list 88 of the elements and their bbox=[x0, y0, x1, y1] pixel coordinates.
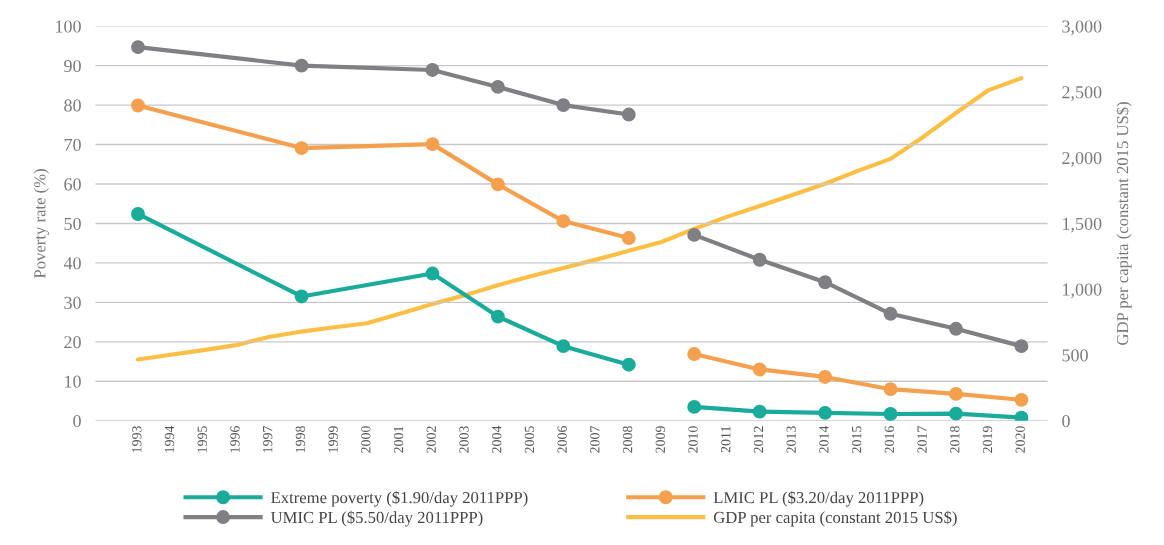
point bbox=[425, 63, 440, 77]
x-tick-label: 2019 bbox=[982, 426, 993, 453]
point bbox=[752, 362, 767, 377]
point bbox=[425, 137, 440, 152]
y-tick-label: 20 bbox=[64, 336, 81, 349]
x-tick-label: 2002 bbox=[426, 426, 436, 453]
x-tick-label: 1996 bbox=[230, 426, 240, 453]
y2-tick-label: 1,500 bbox=[1063, 217, 1102, 233]
x-tick-label: 2006 bbox=[557, 426, 567, 453]
x-tick-label: 1995 bbox=[197, 426, 207, 453]
point bbox=[294, 141, 309, 156]
x-tick-label: 2020 bbox=[1015, 426, 1025, 453]
x-tick-label: 2001 bbox=[393, 426, 404, 453]
x-tick-label: 2003 bbox=[459, 426, 469, 453]
x-tick-label: 2011 bbox=[721, 426, 731, 453]
y-tick-label: 50 bbox=[64, 217, 81, 230]
point bbox=[687, 227, 702, 242]
point bbox=[131, 98, 145, 113]
point bbox=[687, 347, 702, 362]
point bbox=[294, 289, 309, 304]
point bbox=[490, 177, 505, 192]
legend-label: Extreme poverty ($1.90/day 2011PPP) bbox=[271, 490, 528, 507]
y-tick-label: 100 bbox=[56, 20, 81, 33]
y2-tick-label: 0 bbox=[1062, 415, 1070, 428]
y-tick-label: 80 bbox=[64, 99, 81, 112]
point bbox=[621, 231, 636, 245]
point bbox=[752, 252, 767, 267]
x-tick-label: 2009 bbox=[655, 426, 665, 453]
legend-label: LMIC PL ($3.20/day 2011PPP) bbox=[713, 490, 924, 507]
x-tick-label: 2016 bbox=[884, 426, 895, 453]
y-tick-label: 30 bbox=[64, 296, 81, 309]
point bbox=[131, 40, 145, 55]
point bbox=[556, 98, 571, 113]
y2-tick-label: 500 bbox=[1062, 349, 1088, 362]
point bbox=[556, 214, 571, 229]
point bbox=[883, 407, 898, 421]
x-tick-label: 2017 bbox=[917, 426, 927, 453]
x-tick-label: 2005 bbox=[524, 426, 535, 453]
y-tick-label: 40 bbox=[63, 257, 81, 270]
point bbox=[949, 386, 963, 401]
y2-axis-title: GDP per capita (constant 2015 US$) bbox=[1116, 102, 1132, 345]
point bbox=[490, 79, 505, 94]
point bbox=[425, 266, 440, 281]
x-tick-label: 1999 bbox=[328, 426, 338, 453]
x-tick-label: 2013 bbox=[786, 426, 796, 453]
legend-label: UMIC PL ($5.50/day 2011PPP) bbox=[270, 510, 483, 527]
y-axis-title: Poverty rate (%) bbox=[33, 169, 49, 279]
point bbox=[752, 404, 767, 419]
x-tick-label: 1993 bbox=[132, 426, 142, 453]
point bbox=[687, 399, 702, 414]
x-tick-label: 2007 bbox=[590, 426, 600, 453]
x-tick-label: 2004 bbox=[492, 425, 502, 453]
point bbox=[490, 309, 505, 324]
point bbox=[818, 405, 833, 420]
point bbox=[556, 339, 571, 354]
x-tick-label: 2010 bbox=[688, 426, 698, 453]
point bbox=[1014, 410, 1029, 421]
x-tick-label: 2018 bbox=[950, 426, 960, 453]
y-tick-label: 0 bbox=[73, 415, 81, 428]
point bbox=[949, 321, 963, 336]
x-tick-label: 2012 bbox=[753, 426, 764, 453]
y-tick-label: 70 bbox=[64, 138, 81, 151]
point bbox=[1014, 392, 1029, 407]
point bbox=[294, 58, 309, 73]
point bbox=[883, 306, 898, 321]
point bbox=[949, 406, 963, 421]
point bbox=[1014, 339, 1029, 354]
y2-tick-label: 2,500 bbox=[1062, 86, 1102, 101]
x-tick-label: 1994 bbox=[164, 425, 175, 453]
x-tick-label: 2000 bbox=[361, 426, 371, 453]
x-tick-label: 2015 bbox=[851, 426, 862, 453]
point bbox=[131, 207, 145, 221]
point bbox=[818, 275, 833, 290]
y2-tick-label: 2,000 bbox=[1062, 151, 1102, 167]
point bbox=[883, 382, 898, 397]
y2-tick-label: 3,000 bbox=[1062, 20, 1102, 36]
y-tick-label: 90 bbox=[64, 59, 81, 73]
y-tick-label: 60 bbox=[64, 178, 81, 191]
y-tick-label: 10 bbox=[65, 375, 81, 388]
legend-label: GDP per capita (constant 2015 US$) bbox=[713, 510, 957, 527]
x-tick-label: 2014 bbox=[819, 425, 829, 453]
x-tick-label: 1997 bbox=[263, 426, 273, 453]
x-tick-label: 1998 bbox=[295, 426, 306, 453]
y2-tick-label: 1,000 bbox=[1063, 283, 1102, 299]
x-tick-label: 2008 bbox=[622, 426, 633, 453]
point bbox=[621, 107, 636, 122]
point bbox=[621, 357, 636, 372]
point bbox=[818, 369, 833, 384]
